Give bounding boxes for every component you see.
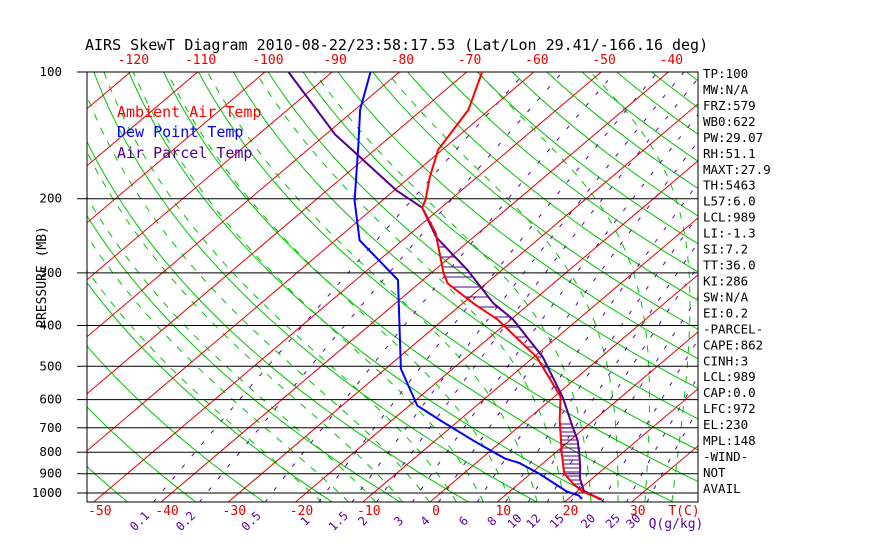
stat-line: EI:0.2: [703, 305, 748, 320]
pressure-tick-label: 700: [39, 420, 62, 435]
stat-line: WB0:622: [703, 114, 756, 129]
dew-point-temp-curve: [353, 72, 583, 500]
stat-line: LFC:972: [703, 401, 756, 416]
temp-bottom-tick: 10: [495, 504, 511, 519]
mixing-ratio-tick: 12: [523, 511, 543, 531]
temp-top-tick: -70: [458, 53, 481, 68]
temp-bottom-tick: -10: [357, 504, 380, 519]
moist-adiabats: [87, 72, 691, 502]
stat-line: KI:286: [703, 274, 748, 289]
pressure-tick-label: 300: [39, 265, 62, 280]
temp-bottom-tick: -30: [223, 504, 246, 519]
stat-line: AVAIL: [703, 481, 741, 496]
stat-line: FRZ:579: [703, 98, 756, 113]
stat-line: TT:36.0: [703, 258, 756, 273]
stat-line: NOT: [703, 465, 726, 480]
stat-line: TP:100: [703, 66, 748, 81]
temp-bottom-tick: -20: [290, 504, 313, 519]
temp-bottom-tick: 20: [563, 504, 579, 519]
mixing-ratio-tick: 1.5: [326, 509, 351, 534]
stat-line: LCL:989: [703, 210, 756, 225]
mixing-ratio-axis-label: Q(g/kg): [649, 517, 704, 532]
temp-tick-labels: -120 -110 -100 -90 -80 -70 -60 -50 -40-50 -40 -30-…: [88, 53, 700, 519]
pressure-tick-label: 100: [39, 64, 62, 79]
stat-line: SI:7.2: [703, 242, 748, 257]
stat-line: EL:230: [703, 417, 748, 432]
cape-hatch: [438, 246, 583, 489]
legend-ambient-air-temp: Ambient Air Temp: [117, 103, 262, 121]
chart-title: AIRS SkewT Diagram 2010-08-22/23:58:17.5…: [85, 36, 709, 54]
legend-dew-point-temp: Dew Point Temp: [117, 123, 244, 141]
temp-axis-label: T(C): [668, 504, 699, 519]
stat-line: -PARCEL-: [703, 321, 763, 336]
stat-line: CINH:3: [703, 353, 748, 368]
temp-top-tick: -100: [252, 53, 283, 68]
temp-top-tick: -90: [323, 53, 346, 68]
stat-line: LI:-1.3: [703, 226, 756, 241]
stat-line: PW:29.07: [703, 130, 763, 145]
stat-line: CAP:0.0: [703, 385, 756, 400]
stat-line: MAXT:27.9: [703, 162, 771, 177]
stat-line: MPL:148: [703, 433, 756, 448]
temp-top-tick: -60: [525, 53, 548, 68]
mixing-ratio-tick: 20: [578, 511, 598, 531]
temp-top-tick: -50: [592, 53, 615, 68]
pressure-tick-label: 900: [39, 466, 62, 481]
plot-border: [86, 71, 699, 503]
temp-bottom-tick: 30: [630, 504, 646, 519]
stat-line: L57:6.0: [703, 194, 756, 209]
temp-top-tick: -80: [391, 53, 414, 68]
stats-panel: TP:100MW:N/AFRZ:579WB0:622PW:29.07RH:51.…: [703, 66, 771, 496]
ambient-air-temp-curve: [421, 72, 603, 500]
temp-top-tick: -40: [660, 53, 683, 68]
stat-line: LCL:989: [703, 369, 756, 384]
stat-line: CAPE:862: [703, 337, 763, 352]
mixing-ratio-tick: 6: [456, 514, 471, 529]
pressure-tick-label: 1000: [32, 485, 62, 500]
temp-bottom-tick: 0: [432, 504, 440, 519]
mixing-ratio-tick: 25: [603, 511, 623, 531]
pressure-tick-label: 500: [39, 358, 62, 373]
stat-line: SW:N/A: [703, 289, 749, 304]
pressure-axis-label: PRESSURE (MB): [35, 226, 50, 328]
pressure-tick-label: 200: [39, 191, 62, 206]
temp-bottom-tick: -50: [88, 504, 111, 519]
stat-line: MW:N/A: [703, 82, 749, 97]
temp-bottom-tick: -40: [155, 504, 178, 519]
mixing-ratio-tick: 4: [418, 514, 433, 529]
temp-top-tick: -110: [185, 53, 216, 68]
isotherms: [87, 72, 698, 502]
stat-line: -WIND-: [703, 449, 748, 464]
mixing-ratio-tick: 0.1: [127, 509, 152, 534]
mixing-ratio-tick: 3: [391, 514, 406, 529]
legend-air-parcel-temp: Air Parcel Temp: [117, 144, 253, 162]
stat-line: RH:51.1: [703, 146, 756, 161]
pressure-tick-label: 400: [39, 317, 62, 332]
pressure-tick-label: 600: [39, 392, 62, 407]
temp-top-tick: -120: [118, 53, 149, 68]
air-parcel-temp-curve: [287, 72, 601, 501]
pressure-tick-label: 800: [39, 444, 62, 459]
stat-line: TH:5463: [703, 178, 756, 193]
